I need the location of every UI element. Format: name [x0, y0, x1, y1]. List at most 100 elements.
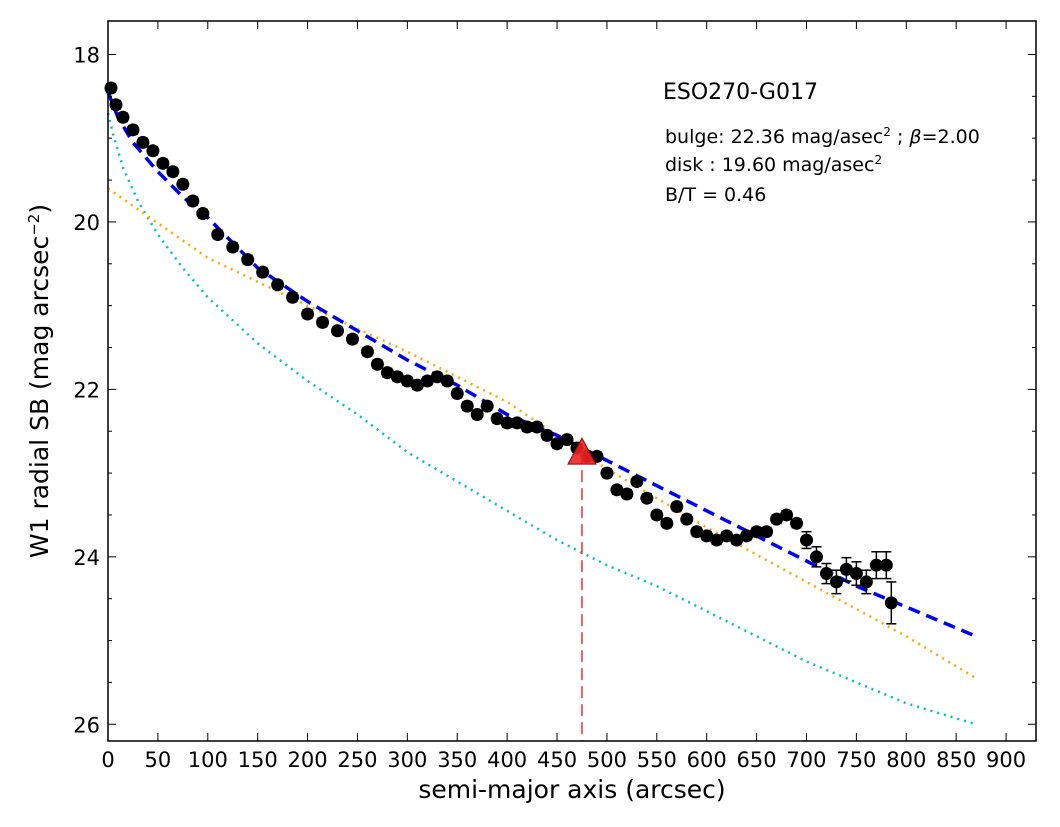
x-tick-label: 400	[487, 748, 527, 772]
bulge-annotation: bulge: 22.36 mag/asec2 ; β=2.00	[665, 125, 980, 148]
data-point	[380, 366, 394, 380]
data-point	[126, 123, 140, 137]
data-point	[500, 416, 514, 430]
data-point	[819, 567, 833, 581]
data-point	[241, 253, 255, 267]
x-tick-label: 550	[637, 748, 677, 772]
bulge-prefix: bulge: 22.36 mag/asec	[665, 126, 883, 148]
data-point	[650, 508, 664, 522]
data-point	[884, 596, 898, 610]
y-axis-label-close: )	[25, 204, 54, 214]
y-tick-label: 18	[73, 43, 100, 67]
x-tick-label: 650	[737, 748, 777, 772]
data-point	[490, 412, 504, 426]
data-point	[879, 558, 893, 572]
data-point	[859, 575, 873, 589]
x-tick-label: 800	[886, 748, 926, 772]
data-point	[460, 399, 474, 413]
data-point	[600, 466, 614, 480]
disk-sup: 2	[874, 153, 882, 167]
data-point	[430, 370, 444, 384]
data-point	[620, 487, 634, 501]
data-point	[690, 525, 704, 539]
x-tick-label: 500	[587, 748, 627, 772]
x-tick-label: 600	[687, 748, 727, 772]
data-point	[530, 420, 544, 434]
data-point	[750, 525, 764, 539]
data-point	[104, 81, 118, 95]
data-point	[301, 307, 315, 321]
data-point	[345, 332, 359, 346]
x-tick-label: 450	[537, 748, 577, 772]
data-point	[809, 550, 823, 564]
data-point	[790, 516, 804, 530]
data-point	[271, 278, 285, 292]
data-point	[839, 562, 853, 576]
disk-prefix: disk : 19.60 mag/asec	[665, 154, 874, 176]
data-point	[869, 558, 883, 572]
bulge-sep: ;	[891, 126, 909, 148]
data-point	[400, 374, 414, 388]
data-point	[660, 516, 674, 530]
y-axis-label-main: W1 radial SB (mag arcsec	[25, 236, 54, 558]
x-tick-label: 850	[936, 748, 976, 772]
data-point	[450, 387, 464, 401]
data-point	[510, 416, 524, 430]
total-fit-line	[106, 91, 977, 638]
x-tick-label: 150	[238, 748, 278, 772]
x-axis-label: semi-major axis (arcsec)	[418, 775, 725, 804]
y-axis-label: W1 radial SB (mag arcsec−2)	[25, 204, 54, 558]
marker-group	[567, 437, 597, 741]
data-point	[630, 474, 644, 488]
data-point	[560, 433, 574, 447]
data-point	[849, 567, 863, 581]
bulge-beta-value: =2.00	[922, 126, 980, 148]
data-point	[440, 374, 454, 388]
data-point	[360, 345, 374, 359]
data-point	[146, 144, 160, 158]
data-point	[670, 500, 684, 514]
data-point	[740, 529, 754, 543]
y-tick-label: 20	[73, 211, 100, 235]
fit-curves	[106, 91, 977, 726]
data-point	[370, 357, 384, 371]
data-point	[256, 265, 270, 279]
bulge-fit-line	[106, 112, 977, 726]
data-point	[420, 374, 434, 388]
data-point	[540, 428, 554, 442]
disk-annotation: disk : 19.60 mag/asec2	[665, 153, 882, 176]
x-tick-label: 200	[288, 748, 328, 772]
y-tick-label: 26	[73, 713, 100, 737]
y-axis-ticks: 18 20 22 24 26	[73, 43, 1036, 737]
data-point	[166, 165, 180, 179]
x-tick-label: 700	[786, 748, 826, 772]
data-point	[760, 525, 774, 539]
data-point	[710, 533, 724, 547]
bt-annotation: B/T = 0.46	[665, 184, 766, 206]
data-point	[186, 194, 200, 208]
galaxy-name: ESO270-G017	[663, 80, 818, 105]
data-point	[640, 491, 654, 505]
x-tick-label: 900	[986, 748, 1026, 772]
data-point	[116, 110, 130, 124]
y-axis-label-sup: −2	[25, 214, 43, 236]
y-tick-label: 22	[73, 378, 100, 402]
data-point	[730, 533, 744, 547]
data-point	[610, 483, 624, 497]
data-point	[480, 399, 494, 413]
data-point	[331, 324, 345, 338]
data-point	[176, 177, 190, 191]
data-point	[196, 207, 210, 221]
x-tick-label: 350	[437, 748, 477, 772]
data-point	[316, 315, 330, 329]
bulge-beta: β	[908, 126, 921, 148]
bulge-sup: 2	[883, 125, 891, 139]
x-tick-label: 50	[145, 748, 172, 772]
x-tick-label: 0	[101, 748, 114, 772]
data-point	[770, 512, 784, 526]
data-point	[780, 508, 794, 522]
data-point	[550, 437, 564, 451]
data-point	[520, 420, 534, 434]
data-point	[211, 227, 225, 241]
